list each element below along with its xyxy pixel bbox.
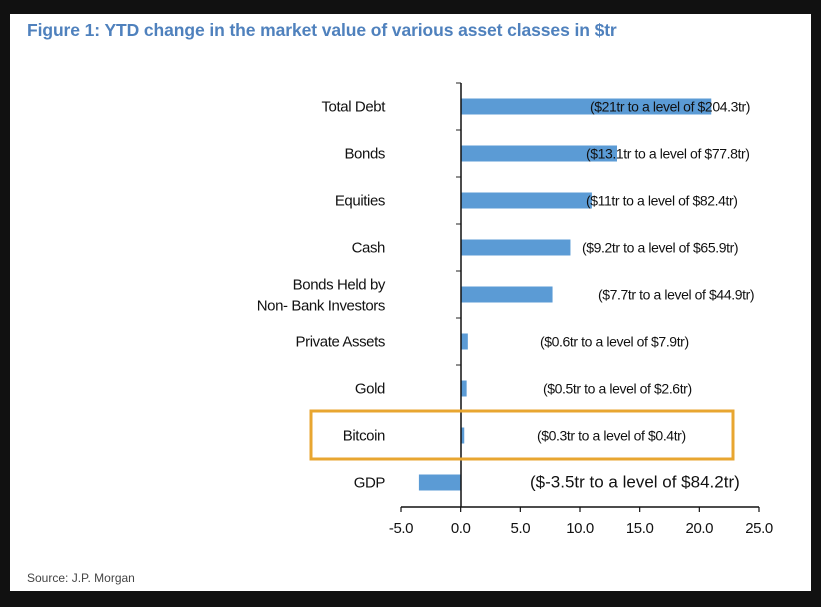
bar-5 [460,333,468,350]
bar-3 [460,239,571,256]
data-label-0: ($21tr to a level of $204.3tr) [590,99,750,115]
category-label-1: Bonds [344,146,385,163]
category-label-4: Bonds Held by Non- Bank Investors [257,277,386,315]
category-label-2: Equities [335,193,385,210]
bar-0 [460,98,712,115]
category-label-6: Gold [355,381,385,398]
category-label-8: GDP [354,475,386,492]
data-label-8: ($-3.5tr to a level of $84.2tr) [530,473,740,492]
chart-title: Figure 1: YTD change in the market value… [27,20,617,40]
category-label-5: Private Assets [296,334,385,351]
data-label-1: ($13.1tr to a level of $77.8tr) [586,146,749,162]
bar-8 [418,474,461,491]
bar-7 [460,427,465,444]
bar-1 [460,145,617,162]
x-tick-label-5: 20.0 [686,520,714,537]
source-note: Source: J.P. Morgan [27,571,135,585]
category-label-3: Cash [352,240,385,257]
data-label-5: ($0.6tr to a level of $7.9tr) [540,334,689,350]
category-label-7: Bitcoin [343,428,385,445]
data-label-4: ($7.7tr to a level of $44.9tr) [598,287,754,303]
x-tick-label-1: 0.0 [451,520,471,537]
data-label-6: ($0.5tr to a level of $2.6tr) [543,381,692,397]
bar-4 [460,286,553,303]
bar-6 [460,380,467,397]
bar-2 [460,192,592,209]
category-label-0: Total Debt [321,99,386,116]
x-tick-label-2: 5.0 [511,520,531,537]
x-tick-label-3: 10.0 [566,520,594,537]
data-label-7: ($0.3tr to a level of $0.4tr) [537,428,686,444]
x-tick-label-6: 25.0 [745,520,773,537]
bitcoin-highlight-box [309,409,735,461]
x-tick-label-4: 15.0 [626,520,654,537]
x-tick-label-0: -5.0 [389,520,413,537]
data-label-3: ($9.2tr to a level of $65.9tr) [582,240,738,256]
data-label-2: ($11tr to a level of $82.4tr) [586,193,738,209]
